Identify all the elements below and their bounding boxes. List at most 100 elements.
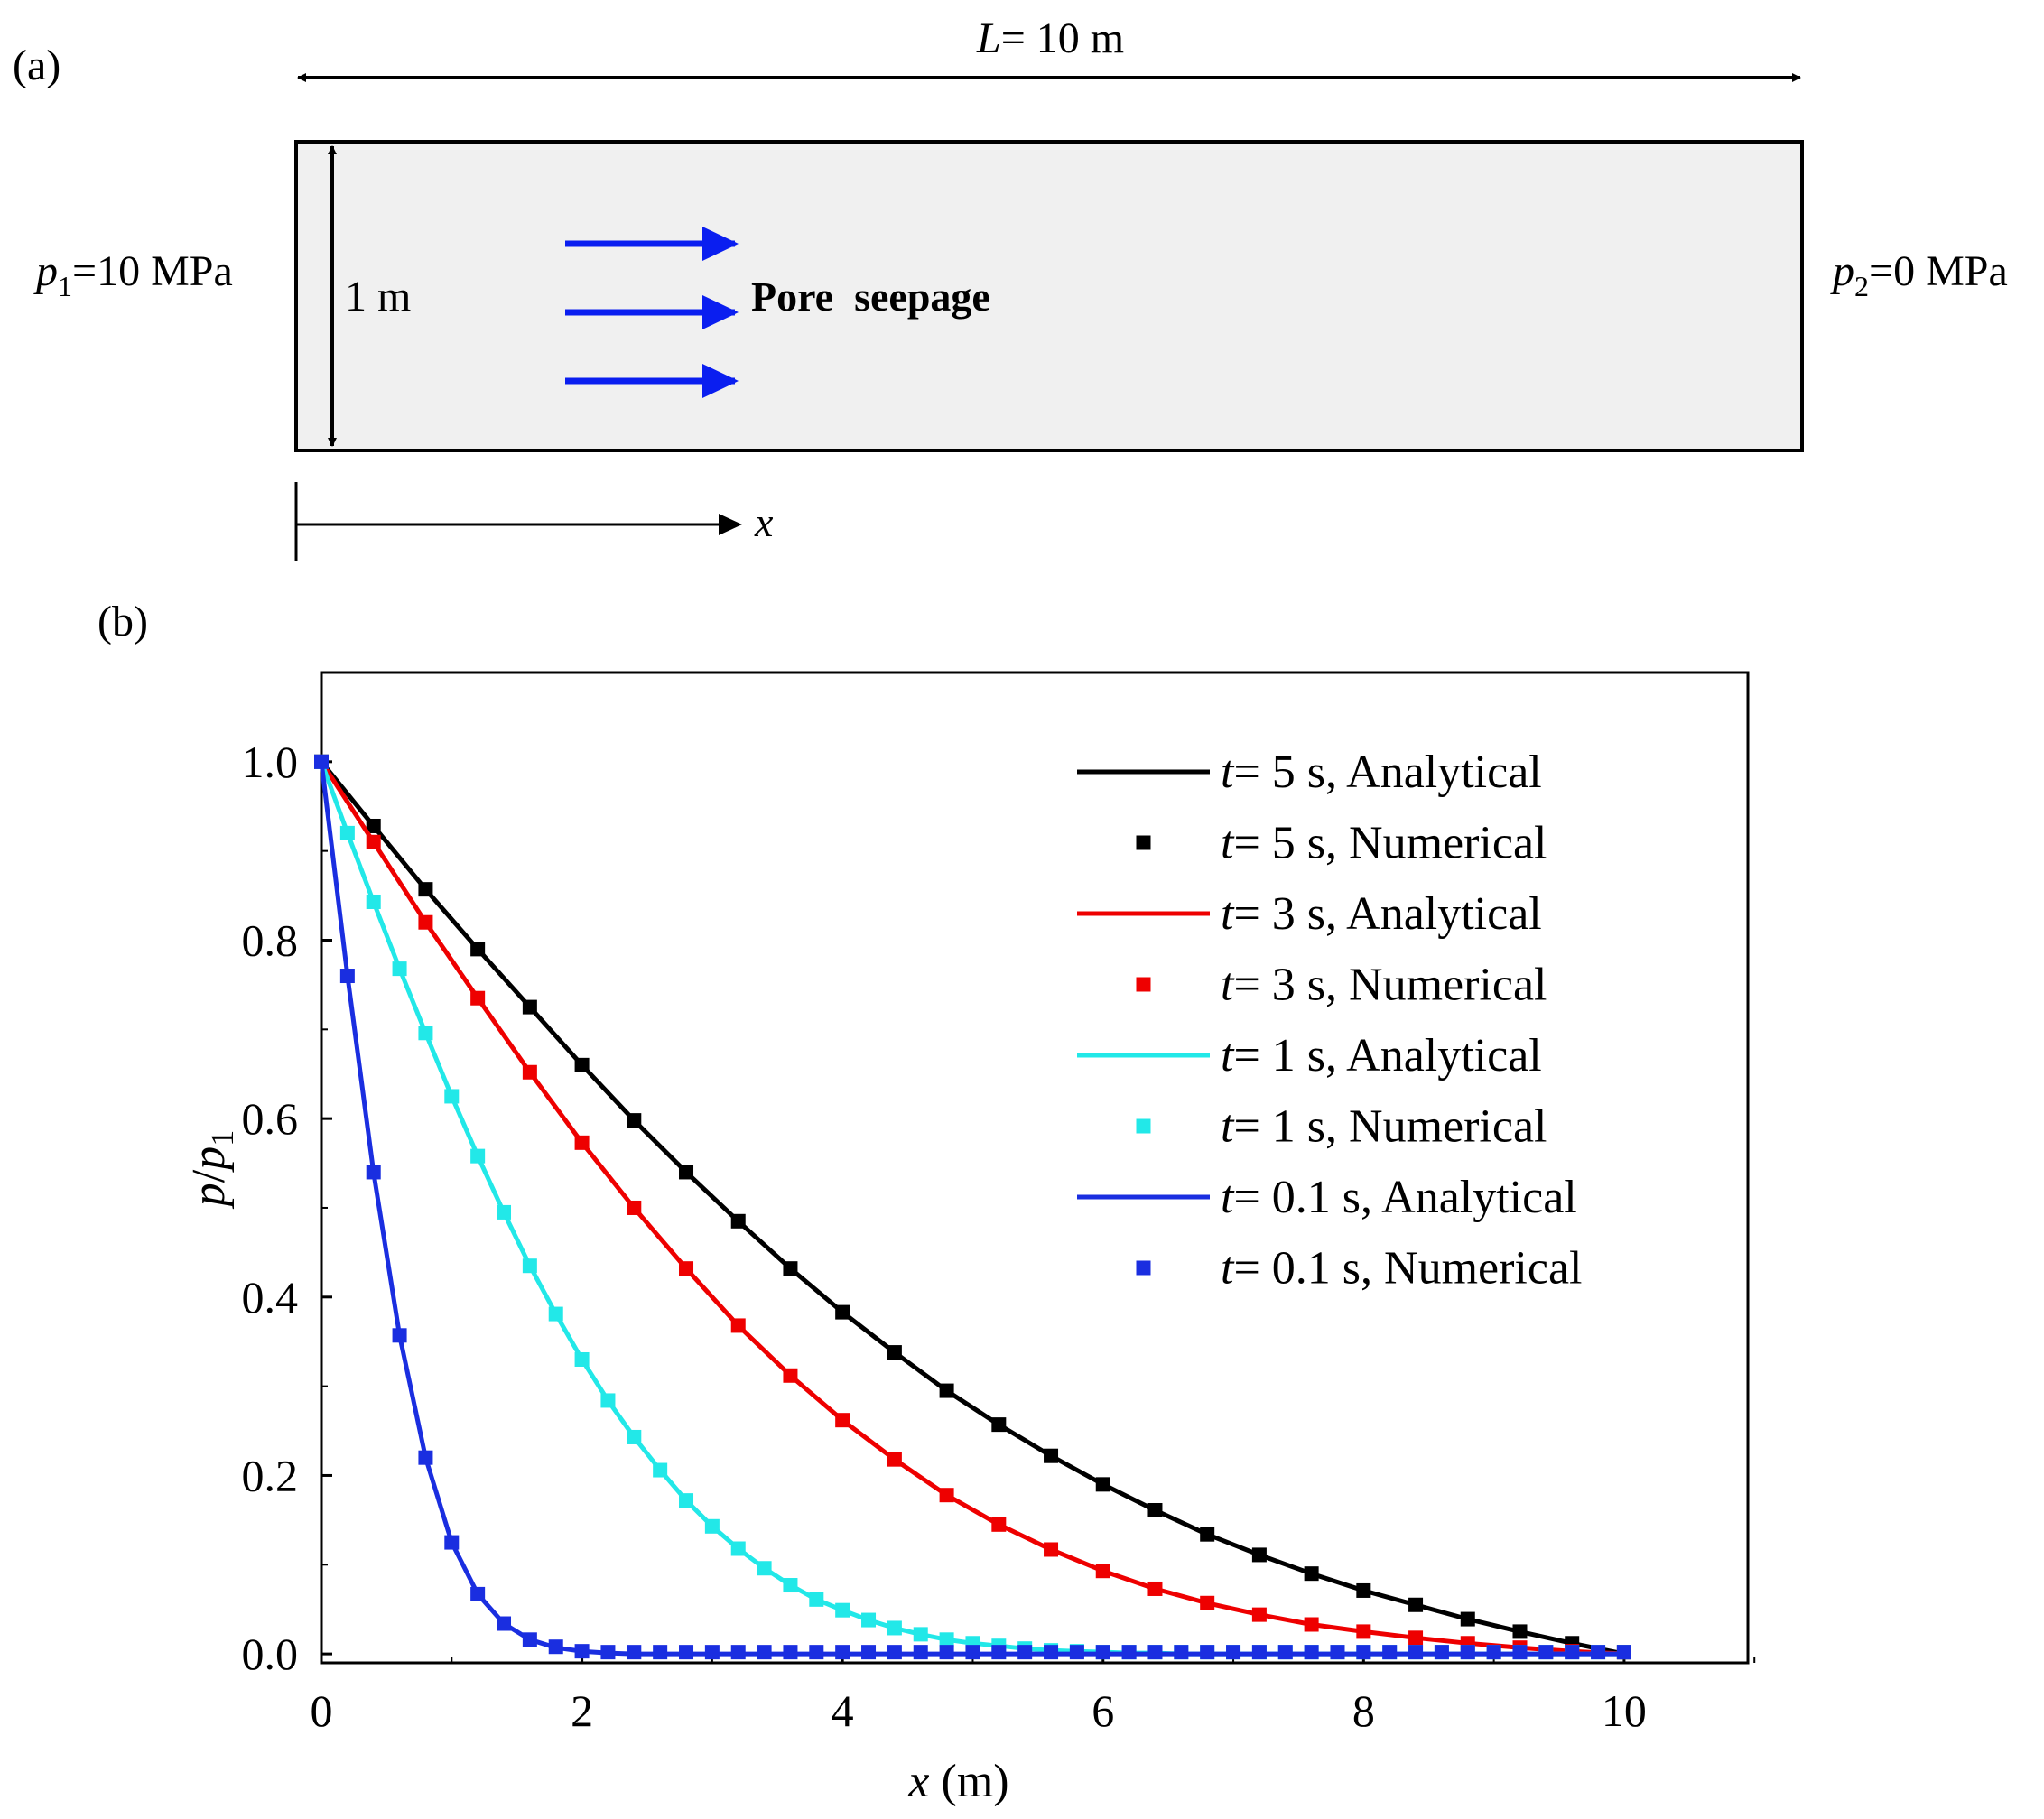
data-point-marker <box>991 1645 1007 1660</box>
data-point-marker <box>1304 1645 1319 1660</box>
legend-entry-numerical: t= 3 s, Numerical <box>1221 960 1547 1011</box>
data-point-marker <box>627 1429 642 1444</box>
data-point-marker <box>497 1616 512 1631</box>
height-label: 1 m <box>345 273 411 320</box>
data-point-marker <box>1147 1581 1163 1596</box>
data-point-marker <box>314 754 329 769</box>
data-point-marker <box>418 914 433 930</box>
data-point-marker <box>1251 1607 1267 1622</box>
legend-entry-analytical: t= 3 s, Analytical <box>1221 888 1542 940</box>
x-tick-label: 0 <box>311 1685 333 1736</box>
legend-marker-swatch <box>1136 835 1151 850</box>
data-point-marker <box>913 1627 928 1642</box>
data-point-marker <box>1200 1527 1215 1542</box>
x-tick-label: 2 <box>571 1685 593 1736</box>
data-point-marker <box>1069 1645 1084 1660</box>
seepage-arrow-2-head <box>702 295 739 329</box>
data-point-marker <box>939 1632 954 1647</box>
series-markers-t5-numerical <box>314 754 1631 1660</box>
data-point-marker <box>835 1602 850 1618</box>
data-point-marker <box>1434 1645 1449 1660</box>
data-point-marker <box>1251 1645 1267 1660</box>
panel-a: (a) L= 10 m 1 m p1=10 MPa p2=0 MPa Pore … <box>13 14 2008 561</box>
data-point-marker <box>392 1328 407 1343</box>
data-point-marker <box>965 1645 980 1660</box>
data-point-marker <box>1200 1645 1215 1660</box>
panel-a-label: (a) <box>13 42 60 89</box>
data-point-marker <box>418 1026 433 1041</box>
data-point-marker <box>783 1368 798 1383</box>
x-tick-label: 4 <box>832 1685 854 1736</box>
data-point-marker <box>1200 1595 1215 1610</box>
data-point-marker <box>1356 1582 1371 1598</box>
data-point-marker <box>627 1645 642 1660</box>
data-point-marker <box>861 1645 877 1660</box>
data-point-marker <box>1408 1597 1424 1612</box>
data-point-marker <box>418 1450 433 1465</box>
data-point-marker <box>444 1089 460 1104</box>
legend-marker-swatch <box>1136 977 1151 992</box>
data-point-marker <box>1408 1630 1424 1646</box>
data-point-marker <box>991 1517 1007 1532</box>
plot-frame <box>320 671 1750 1665</box>
length-label: L= 10 m <box>976 14 1124 62</box>
data-point-marker <box>1512 1645 1528 1660</box>
x-tick-label: 6 <box>1092 1685 1114 1736</box>
data-point-marker <box>730 1645 746 1660</box>
data-point-marker <box>1356 1645 1371 1660</box>
data-point-marker <box>730 1541 746 1556</box>
data-point-marker <box>653 1645 668 1660</box>
data-point-marker <box>1304 1617 1319 1632</box>
data-point-marker <box>1538 1645 1554 1660</box>
legend: t= 5 s, Analytical t= 5 s, Numerical t= 3 … <box>1077 747 1582 1295</box>
y-tick-label: 0.8 <box>242 914 299 965</box>
data-point-marker <box>1616 1645 1631 1660</box>
data-point-marker <box>1044 1645 1059 1660</box>
legend-entry-analytical: t= 0.1 s, Analytical <box>1221 1172 1577 1223</box>
data-point-marker <box>1095 1564 1110 1579</box>
data-point-marker <box>1356 1624 1371 1639</box>
data-point-marker <box>757 1645 772 1660</box>
data-point-marker <box>522 1632 537 1647</box>
y-tick-label: 0.4 <box>242 1272 299 1322</box>
legend-entry-analytical: t= 1 s, Analytical <box>1221 1030 1542 1081</box>
x-tick-labels: 0 2 4 6 8 10 <box>311 1685 1647 1736</box>
data-point-marker <box>1251 1547 1267 1563</box>
data-point-marker <box>1591 1645 1606 1660</box>
plot-area <box>314 754 1631 1660</box>
data-point-marker <box>418 882 433 897</box>
x-axis-indicator-label: x <box>754 499 774 545</box>
data-point-marker <box>497 1204 512 1220</box>
data-point-marker <box>444 1535 460 1550</box>
data-point-marker <box>1382 1645 1398 1660</box>
inlet-pressure-label: p1=10 MPa <box>33 247 233 302</box>
data-point-marker <box>1017 1645 1033 1660</box>
y-tick-label: 1.0 <box>242 737 299 787</box>
data-point-marker <box>835 1304 850 1320</box>
data-point-marker <box>783 1261 798 1276</box>
panel-b-label: (b) <box>98 598 148 645</box>
data-point-marker <box>1147 1503 1163 1518</box>
x-tick-label: 8 <box>1352 1685 1375 1736</box>
data-point-marker <box>1278 1645 1293 1660</box>
legend-marker-swatch <box>1136 1260 1151 1276</box>
data-point-marker <box>679 1645 694 1660</box>
legend-entry-numerical: t= 1 s, Numerical <box>1221 1101 1547 1153</box>
data-point-marker <box>704 1645 720 1660</box>
data-point-marker <box>939 1383 954 1398</box>
data-point-marker <box>366 1165 381 1180</box>
data-point-marker <box>704 1518 720 1534</box>
data-point-marker <box>1121 1645 1137 1660</box>
x-axis-arrow-head <box>719 514 742 535</box>
data-point-marker <box>522 1258 537 1274</box>
data-point-marker <box>835 1645 850 1660</box>
data-point-marker <box>809 1645 824 1660</box>
y-axis-title: p/p1 <box>183 1130 240 1210</box>
data-point-marker <box>1095 1477 1110 1492</box>
data-point-marker <box>1147 1645 1163 1660</box>
seepage-arrows <box>565 227 739 398</box>
data-point-marker <box>757 1561 772 1576</box>
series-markers-t0_1-numerical <box>314 754 1631 1660</box>
y-tick-label: 0.0 <box>242 1629 299 1679</box>
data-point-marker <box>1330 1645 1345 1660</box>
